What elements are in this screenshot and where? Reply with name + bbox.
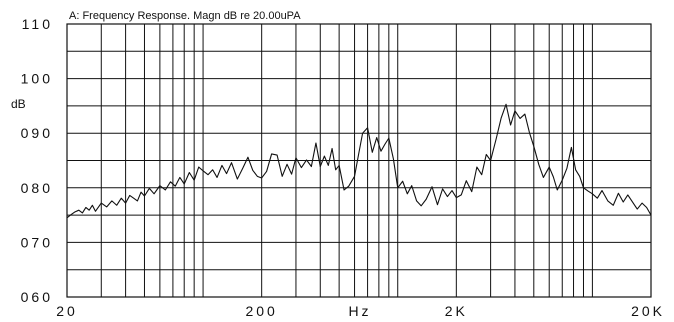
y-tick-label: 070 — [21, 234, 53, 250]
x-tick-label: 2K — [445, 303, 468, 319]
grid — [66, 23, 652, 298]
x-axis-unit-label: Hz — [348, 303, 371, 319]
x-tick-label: 20 — [56, 303, 78, 319]
y-axis-unit-label: dB — [11, 97, 26, 111]
y-tick-label: 080 — [21, 180, 53, 196]
y-tick-label: 090 — [21, 125, 53, 141]
y-tick-label: 100 — [21, 71, 53, 87]
x-tick-label: 20K — [631, 303, 665, 319]
x-tick-label: 200 — [245, 303, 277, 319]
chart-title: A: Frequency Response. Magn dB re 20.00u… — [69, 10, 301, 22]
y-tick-label: 110 — [22, 16, 53, 32]
response-curve-line — [66, 103, 652, 219]
plot-frame — [66, 23, 652, 298]
y-axis-ticks: 060 070 080 090 100 110 — [21, 16, 53, 305]
y-tick-label: 060 — [21, 289, 53, 305]
x-axis-ticks: 20 200 2K 20K — [56, 303, 665, 319]
